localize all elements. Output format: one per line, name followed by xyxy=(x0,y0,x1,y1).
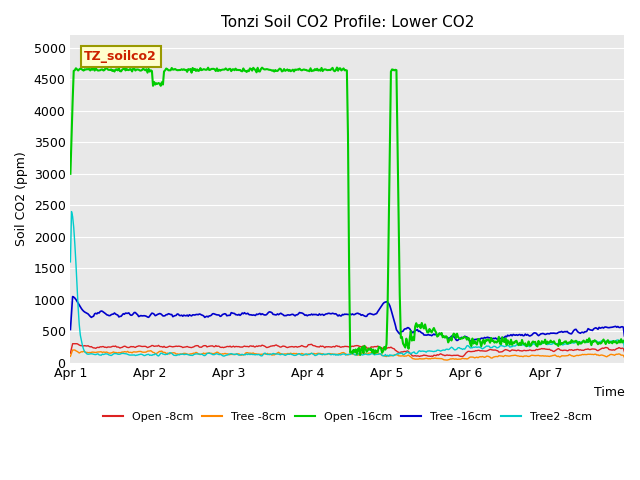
Text: TZ_soilco2: TZ_soilco2 xyxy=(84,50,157,63)
Title: Tonzi Soil CO2 Profile: Lower CO2: Tonzi Soil CO2 Profile: Lower CO2 xyxy=(221,15,474,30)
Y-axis label: Soil CO2 (ppm): Soil CO2 (ppm) xyxy=(15,152,28,246)
Legend: Open -8cm, Tree -8cm, Open -16cm, Tree -16cm, Tree2 -8cm: Open -8cm, Tree -8cm, Open -16cm, Tree -… xyxy=(99,408,596,426)
X-axis label: Time: Time xyxy=(594,386,625,399)
